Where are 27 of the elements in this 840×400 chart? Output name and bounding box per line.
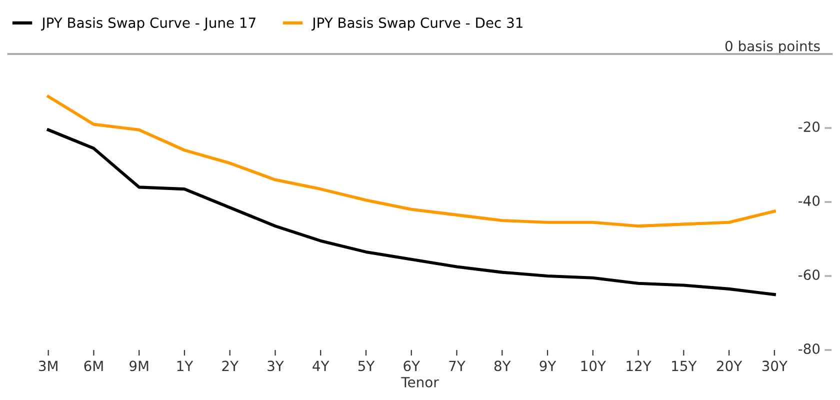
x-tick-label: 8Y — [494, 360, 511, 372]
y-tick-label: -80 — [798, 344, 820, 354]
y-tick-label: 0 basis points — [725, 40, 820, 54]
x-tick-label: 10Y — [581, 360, 606, 372]
y-tick-label: -60 — [798, 270, 820, 280]
x-tick-label: 9Y — [540, 360, 556, 372]
x-tick-label: 30Y — [762, 360, 788, 372]
y-tick-label: -40 — [798, 196, 820, 206]
x-tick-label: 5Y — [358, 360, 375, 372]
x-tick-label: 15Y — [672, 360, 697, 372]
x-tick-label: 3Y — [268, 360, 284, 372]
line-series — [46, 95, 776, 228]
line-series — [46, 128, 776, 296]
x-tick-label: 6Y — [404, 360, 420, 372]
x-axis-title: Tenor — [401, 377, 439, 388]
x-tick-label: 6M — [84, 360, 103, 372]
x-tick-label: 12Y — [626, 360, 652, 371]
x-tick-label: 2Y — [222, 360, 239, 371]
x-tick-label: 3M — [38, 360, 58, 372]
x-tick-label: 9M — [130, 360, 148, 372]
x-tick-label: 1Y — [177, 360, 194, 371]
legend-label: JPY Basis Swap Curve - June 17 — [41, 17, 256, 31]
x-tick-label: 4Y — [312, 360, 330, 371]
x-tick-label: 7Y — [449, 360, 466, 371]
legend-label: JPY Basis Swap Curve - Dec 31 — [311, 17, 522, 31]
x-tick-label: 20Y — [716, 360, 742, 372]
y-tick-label: -20 — [798, 122, 820, 132]
